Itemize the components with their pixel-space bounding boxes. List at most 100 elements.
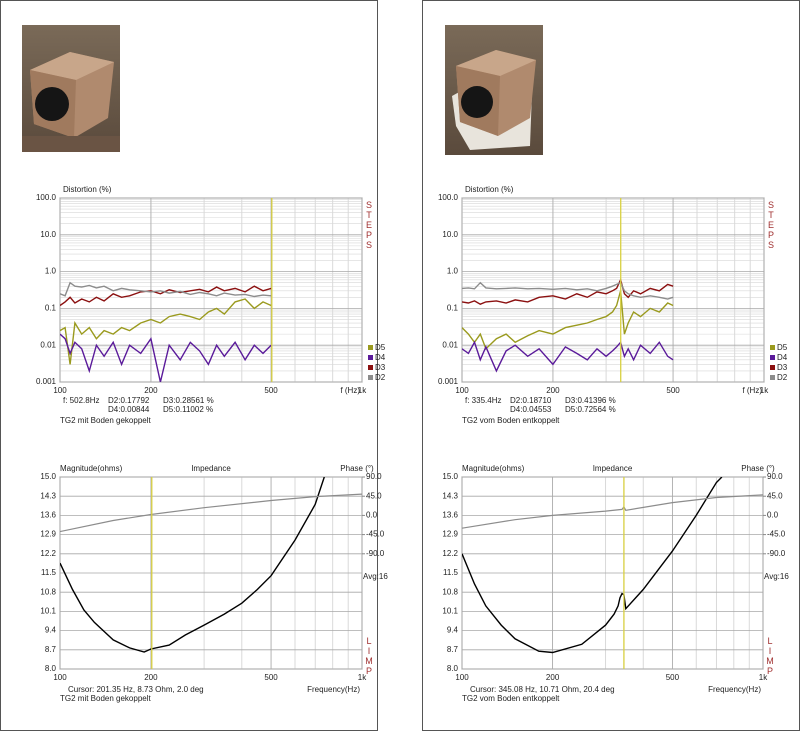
y-axis-label: Magnitude(ohms) [60, 464, 123, 473]
x-tick-label: 1k [759, 673, 768, 682]
readout: D2:0.18710 [510, 396, 552, 405]
y-tick-label: 11.5 [41, 568, 57, 577]
y2-tick-label: 90.0 [366, 472, 382, 481]
annotation: Avg:16 [764, 572, 789, 581]
chart-title: Impedance [191, 464, 231, 473]
chart: 100 200 500 1k 100.0 10.0 1.0 0.1 0.01 0.001 STEPS… [36, 185, 386, 425]
legend-label: D2 [777, 373, 788, 382]
y-tick-label: 8.0 [447, 664, 459, 673]
y2-tick-label: 45.0 [767, 491, 783, 500]
caption: TG2 mit Boden gekoppelt [60, 694, 151, 703]
y-tick-label: 100.0 [36, 193, 57, 202]
legend-swatch [770, 375, 775, 380]
series-line [462, 494, 763, 529]
series-line [462, 277, 674, 305]
y2-axis-label: Phase (°) [741, 464, 775, 473]
x-tick-label: 500 [666, 673, 680, 682]
y-tick-label: 10.0 [442, 230, 458, 239]
y-tick-label: 10.8 [442, 587, 458, 596]
readout: D5:0.11002 % [163, 405, 213, 414]
caption: TG2 vom Boden entkoppelt [462, 416, 560, 425]
y-tick-label: 15.0 [442, 472, 458, 481]
y-tick-label: 0.1 [447, 304, 459, 313]
legend-label: D5 [777, 343, 788, 352]
y-tick-label: 1.0 [447, 267, 459, 276]
legend-label: D4 [777, 353, 788, 362]
x-tick-label: 100 [455, 386, 469, 395]
x-tick-label: 500 [264, 673, 278, 682]
y2-tick-label: -90.0 [767, 549, 786, 558]
readout: Cursor: 201.35 Hz, 8.73 Ohm, 2.0 deg [68, 685, 204, 694]
y-tick-label: 14.3 [442, 491, 458, 500]
series-line [60, 285, 272, 307]
y-tick-label: 9.4 [447, 626, 459, 635]
y-tick-label: 0.001 [438, 377, 459, 386]
y2-axis-label: Phase (°) [340, 464, 374, 473]
legend-label: D2 [375, 373, 386, 382]
legend-swatch [368, 345, 373, 350]
readout: f: 502.8Hz [63, 396, 99, 405]
legend-label: D4 [375, 353, 386, 362]
y-axis-label: Magnitude(ohms) [462, 464, 525, 473]
y-tick-label: 12.9 [40, 530, 56, 539]
y-tick-label: 10.0 [40, 230, 56, 239]
x-tick-label: 100 [53, 673, 67, 682]
legend-swatch [770, 365, 775, 370]
y-tick-label: 10.1 [442, 607, 458, 616]
x-tick-label: 100 [455, 673, 469, 682]
x-axis-label: Frequency(Hz) [307, 685, 360, 694]
chart: 100 200 500 1k 8.0 8.7 9.4 10.1 10.8 11.5 12.2 12.9… [40, 464, 388, 703]
legend-swatch [770, 345, 775, 350]
chart: 100 200 500 1k 100.0 10.0 1.0 0.1 0.01 0.001 STEPS… [438, 185, 788, 425]
legend-swatch [368, 375, 373, 380]
series-line [60, 493, 362, 533]
x-tick-label: 1k [358, 386, 367, 395]
readout: D5:0.72564 % [565, 405, 616, 414]
legend-swatch [368, 365, 373, 370]
photo [22, 25, 120, 152]
y2-tick-label: 0.0 [366, 511, 378, 520]
y-tick-label: 11.5 [443, 568, 459, 577]
readout: D4:0.04553 [510, 405, 552, 414]
side-label: STEPS [766, 200, 776, 250]
y-tick-label: 13.6 [40, 511, 56, 520]
legend-label: D5 [375, 343, 386, 352]
x-tick-label: 500 [264, 386, 278, 395]
y2-tick-label: -45.0 [767, 530, 786, 539]
series-line [462, 290, 674, 351]
y-tick-label: 10.1 [40, 607, 56, 616]
y2-tick-label: 90.0 [767, 472, 783, 481]
x-tick-label: 200 [144, 673, 158, 682]
y-tick-label: 12.9 [442, 530, 458, 539]
x-tick-label: 1k [760, 386, 769, 395]
legend-swatch [368, 355, 373, 360]
caption: TG2 mit Boden gekoppelt [60, 416, 151, 425]
x-tick-label: 200 [144, 386, 158, 395]
x-tick-label: 200 [546, 673, 560, 682]
side-label: LIMP [765, 636, 775, 676]
y2-tick-label: -45.0 [366, 530, 385, 539]
series-line [60, 281, 272, 298]
y-tick-label: 100.0 [438, 193, 459, 202]
chart-title: Impedance [593, 464, 633, 473]
x-tick-label: 100 [53, 386, 67, 395]
y-tick-label: 12.2 [40, 549, 56, 558]
y-tick-label: 0.01 [442, 340, 458, 349]
readout: D3:0.41396 % [565, 396, 616, 405]
chart-title: Distortion (%) [63, 185, 112, 194]
y-tick-label: 15.0 [40, 472, 56, 481]
photo [445, 25, 543, 155]
x-axis-label: f (Hz) [742, 386, 762, 395]
readout: D4:0.00844 [108, 405, 150, 414]
side-label: LIMP [364, 636, 374, 676]
y-tick-label: 12.2 [442, 549, 458, 558]
legend-label: D3 [777, 363, 788, 372]
series-line [462, 281, 674, 300]
legend-label: D3 [375, 363, 386, 372]
x-axis-label: f (Hz) [340, 386, 360, 395]
y-tick-label: 14.3 [40, 491, 56, 500]
series-line [60, 298, 272, 365]
series-line [462, 477, 723, 654]
series-line [60, 333, 272, 382]
readout: D3:0.28561 % [163, 396, 214, 405]
